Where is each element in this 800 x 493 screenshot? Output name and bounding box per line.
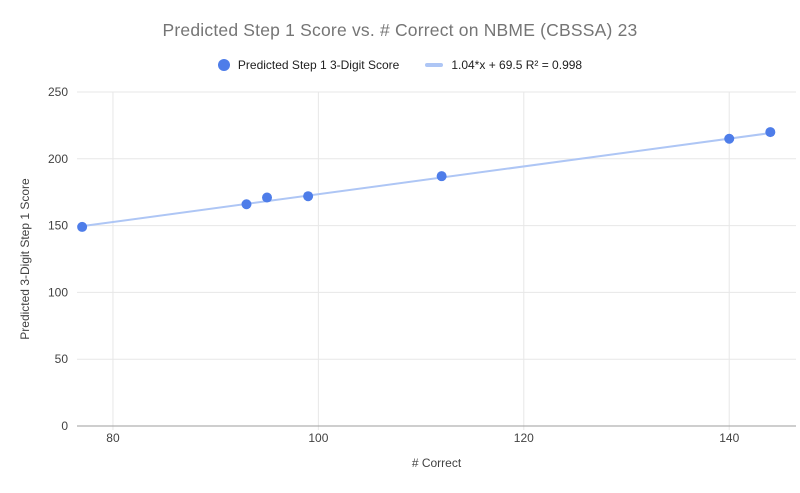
- y-tick-label: 200: [48, 152, 68, 166]
- legend-item-trendline[interactable]: 1.04*x + 69.5 R² = 0.998: [425, 58, 582, 72]
- x-tick-label: 80: [106, 431, 120, 445]
- trendline-line-icon: [425, 63, 444, 67]
- chart-title: Predicted Step 1 Score vs. # Correct on …: [162, 20, 638, 40]
- data-point[interactable]: [241, 199, 252, 210]
- y-tick-label: 150: [48, 219, 68, 233]
- legend-item-series[interactable]: Predicted Step 1 3-Digit Score: [217, 58, 400, 72]
- data-point[interactable]: [436, 171, 447, 182]
- data-point[interactable]: [303, 191, 314, 202]
- data-point[interactable]: [262, 192, 273, 203]
- data-point[interactable]: [765, 127, 776, 138]
- legend-trendline-label: 1.04*x + 69.5 R² = 0.998: [451, 58, 583, 72]
- y-axis-title: Predicted 3-Digit Step 1 Score: [18, 178, 32, 340]
- trendline: [81, 132, 772, 228]
- data-point[interactable]: [724, 133, 735, 144]
- x-tick-label: 100: [308, 431, 328, 445]
- legend-series-label: Predicted Step 1 3-Digit Score: [237, 58, 400, 72]
- x-tick-label: 120: [514, 431, 534, 445]
- legend: Predicted Step 1 3-Digit Score 1.04*x + …: [0, 58, 800, 72]
- y-tick-label: 0: [61, 419, 68, 433]
- y-tick-label: 100: [48, 285, 68, 299]
- data-point[interactable]: [77, 221, 88, 232]
- y-tick-label: 50: [55, 352, 69, 366]
- x-tick-label: 140: [719, 431, 739, 445]
- x-axis-title: # Correct: [411, 456, 462, 470]
- series-dot-icon: [217, 59, 230, 71]
- y-tick-label: 250: [48, 85, 68, 99]
